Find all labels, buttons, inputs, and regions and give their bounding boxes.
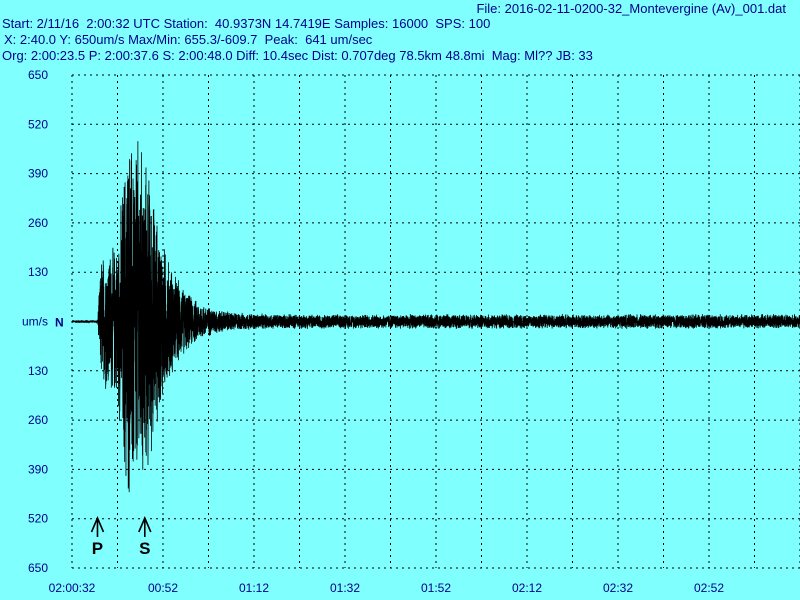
phase-label-p: P <box>92 539 103 558</box>
y-tick-label: um/s <box>22 315 48 329</box>
x-tick-label: 01:12 <box>239 581 269 595</box>
phase-arrow-p <box>90 515 105 537</box>
origin-info-label: Org: 2:00:23.5 P: 2:00:37.6 S: 2:00:48.0… <box>2 48 593 63</box>
seismic-trace <box>71 141 800 493</box>
y-tick-label: 390 <box>28 462 48 476</box>
xy-info-label: X: 2:40.0 Y: 650um/s Max/Min: 655.3/-609… <box>4 32 373 47</box>
y-tick-label: 650 <box>28 561 48 575</box>
x-tick-label: 02:52 <box>694 581 724 595</box>
y-tick-label: 520 <box>28 512 48 526</box>
y-tick-label: 520 <box>28 117 48 131</box>
y-tick-label: 650 <box>28 68 48 82</box>
x-tick-label: 02:12 <box>512 581 542 595</box>
x-tick-label: 01:32 <box>330 581 360 595</box>
component-label: N <box>55 316 64 330</box>
phase-arrow-s <box>138 515 152 537</box>
x-tick-label: 01:52 <box>421 581 451 595</box>
y-tick-label: 130 <box>28 265 48 279</box>
y-tick-label: 260 <box>28 413 48 427</box>
y-tick-label: 130 <box>28 364 48 378</box>
x-tick-label: 02:00:32 <box>49 581 96 595</box>
phase-label-s: S <box>139 539 150 558</box>
start-info-label: Start: 2/11/16 2:00:32 UTC Station: 40.9… <box>2 16 491 31</box>
x-tick-label: 00:52 <box>148 581 178 595</box>
y-tick-label: 390 <box>28 167 48 181</box>
x-tick-label: 02:32 <box>603 581 633 595</box>
y-tick-label: 260 <box>28 216 48 230</box>
file-name-label: File: 2016-02-11-0200-32_Montevergine (A… <box>476 1 786 16</box>
